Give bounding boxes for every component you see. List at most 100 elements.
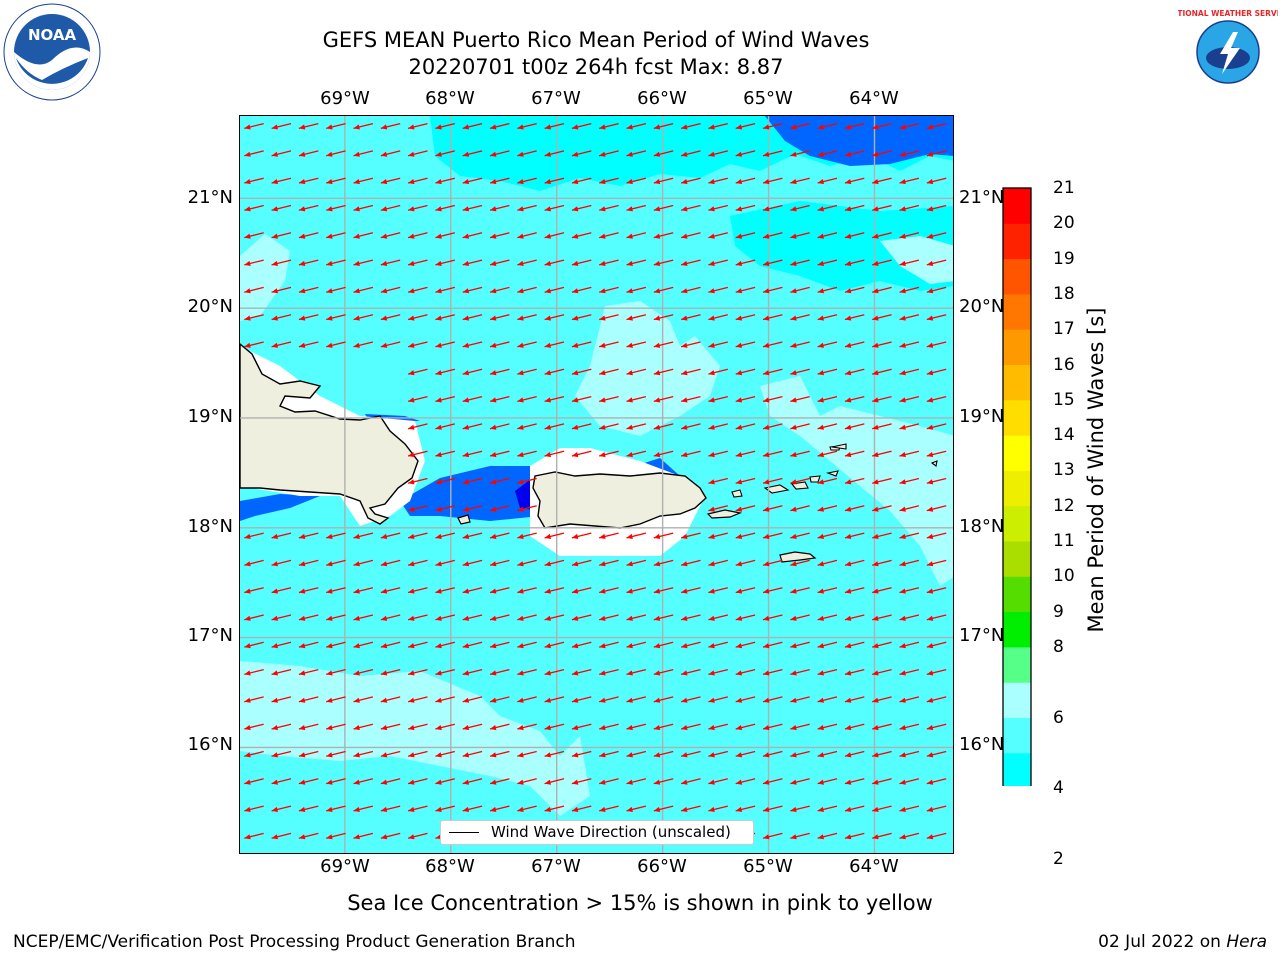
wind-wave-arrowhead bbox=[626, 288, 633, 294]
wind-wave-arrowhead bbox=[435, 697, 442, 703]
wind-wave-arrowhead bbox=[872, 479, 879, 485]
lat-tick-left: 16°N bbox=[187, 734, 233, 755]
wind-wave-arrowhead bbox=[326, 260, 333, 266]
wind-wave-arrowhead bbox=[408, 151, 415, 157]
wind-wave-arrowhead bbox=[790, 670, 797, 676]
wind-wave-arrowhead bbox=[326, 725, 333, 731]
wind-wave-arrowhead bbox=[926, 288, 934, 294]
colorbar-tick-label: 19 bbox=[1053, 248, 1075, 269]
wind-wave-arrowhead bbox=[653, 397, 661, 403]
wind-wave-arrowhead bbox=[571, 533, 579, 539]
wind-wave-arrowhead bbox=[462, 806, 470, 812]
wind-wave-arrowhead bbox=[735, 124, 743, 130]
wind-wave-arrowhead bbox=[872, 452, 879, 458]
wind-wave-arrowhead bbox=[626, 697, 633, 703]
wind-wave-arrowhead bbox=[326, 233, 333, 239]
wind-wave-arrowhead bbox=[408, 206, 415, 212]
wind-wave-arrowhead bbox=[517, 588, 524, 594]
wind-wave-arrowhead bbox=[380, 697, 388, 703]
wind-wave-arrowhead bbox=[872, 342, 879, 348]
wind-wave-arrowhead bbox=[681, 643, 688, 649]
wind-wave-arrowhead bbox=[708, 124, 715, 130]
wind-wave-arrowhead bbox=[326, 697, 333, 703]
wind-wave-arrowhead bbox=[408, 670, 415, 676]
wind-wave-arrowhead bbox=[708, 806, 715, 812]
wind-wave-arrowhead bbox=[626, 806, 633, 812]
wind-wave-arrowhead bbox=[544, 315, 551, 321]
wind-wave-arrowhead bbox=[926, 233, 934, 239]
colorbar-cell bbox=[1003, 611, 1031, 648]
wind-wave-arrowhead bbox=[708, 452, 715, 458]
wind-wave-arrowhead bbox=[271, 643, 278, 649]
wind-wave-arrowhead bbox=[244, 588, 251, 594]
wind-wave-arrowhead bbox=[763, 506, 770, 512]
wind-wave-arrowhead bbox=[626, 452, 633, 458]
colorbar-cell bbox=[1003, 470, 1031, 507]
wind-wave-arrowhead bbox=[490, 370, 497, 376]
wind-wave-arrowhead bbox=[326, 179, 333, 185]
wind-wave-arrowhead bbox=[790, 561, 797, 567]
colorbar-cell bbox=[1003, 646, 1031, 683]
wind-wave-arrowhead bbox=[681, 424, 688, 430]
wind-wave-arrowhead bbox=[899, 506, 906, 512]
wind-wave-arrowhead bbox=[872, 288, 879, 294]
wind-wave-arrowhead bbox=[681, 315, 688, 321]
colorbar-cell bbox=[1003, 717, 1031, 754]
wind-wave-arrowhead bbox=[571, 424, 579, 430]
wind-wave-arrowhead bbox=[544, 260, 551, 266]
wind-wave-arrowhead bbox=[599, 424, 606, 430]
wind-wave-arrowhead bbox=[653, 315, 661, 321]
wind-wave-arrowhead bbox=[681, 260, 688, 266]
sea-ice-caption: Sea Ice Concentration > 15% is shown in … bbox=[347, 891, 933, 915]
wind-wave-arrowhead bbox=[544, 697, 551, 703]
lon-tick-bottom: 64°W bbox=[849, 856, 899, 877]
wind-wave-arrowhead bbox=[517, 643, 524, 649]
wind-wave-arrowhead bbox=[517, 206, 524, 212]
wind-wave-arrowhead bbox=[626, 670, 633, 676]
wind-wave-arrowhead bbox=[244, 561, 251, 567]
wind-wave-arrowhead bbox=[380, 806, 388, 812]
wind-wave-arrowhead bbox=[544, 424, 551, 430]
wind-wave-arrowhead bbox=[599, 561, 606, 567]
wind-wave-arrowhead bbox=[899, 479, 906, 485]
wind-wave-arrowhead bbox=[872, 260, 879, 266]
wind-wave-arrowhead bbox=[681, 697, 688, 703]
wind-wave-arrowhead bbox=[408, 452, 415, 458]
wind-wave-arrowhead bbox=[681, 452, 688, 458]
wind-wave-arrowhead bbox=[844, 370, 852, 376]
wind-wave-arrowhead bbox=[681, 124, 688, 130]
colorbar-tick-label: 14 bbox=[1053, 425, 1075, 446]
wind-wave-arrowhead bbox=[708, 342, 715, 348]
wind-wave-arrowhead bbox=[626, 533, 633, 539]
wind-wave-arrowhead bbox=[626, 206, 633, 212]
wind-wave-arrowhead bbox=[844, 479, 852, 485]
wind-wave-arrowhead bbox=[899, 834, 906, 840]
wind-wave-arrowhead bbox=[899, 806, 906, 812]
wind-wave-arrowhead bbox=[626, 424, 633, 430]
lon-tick-top: 67°W bbox=[531, 88, 581, 109]
wind-wave-arrowhead bbox=[544, 533, 551, 539]
wind-wave-arrowhead bbox=[844, 151, 852, 157]
lat-tick-right: 19°N bbox=[959, 406, 1005, 427]
wind-wave-arrowhead bbox=[708, 370, 715, 376]
wind-wave-arrowhead bbox=[735, 697, 743, 703]
wind-wave-arrowhead bbox=[490, 124, 497, 130]
wind-wave-arrowhead bbox=[408, 834, 415, 840]
wind-wave-arrowhead bbox=[326, 588, 333, 594]
wind-wave-arrowhead bbox=[517, 124, 524, 130]
wind-wave-arrowhead bbox=[571, 806, 579, 812]
wind-wave-arrowhead bbox=[571, 179, 579, 185]
colorbar-tick-label: 15 bbox=[1053, 389, 1075, 410]
wind-wave-arrowhead bbox=[571, 588, 579, 594]
wind-wave-arrowhead bbox=[490, 424, 497, 430]
wind-wave-arrowhead bbox=[571, 670, 579, 676]
wind-wave-arrowhead bbox=[490, 397, 497, 403]
wind-wave-arrowhead bbox=[517, 752, 524, 758]
wind-wave-arrowhead bbox=[872, 779, 879, 785]
wind-wave-arrowhead bbox=[763, 452, 770, 458]
wind-wave-arrowhead bbox=[681, 588, 688, 594]
wind-wave-arrowhead bbox=[271, 206, 278, 212]
wind-wave-arrowhead bbox=[926, 588, 934, 594]
wind-wave-arrowhead bbox=[298, 752, 306, 758]
wind-wave-arrowhead bbox=[735, 615, 743, 621]
